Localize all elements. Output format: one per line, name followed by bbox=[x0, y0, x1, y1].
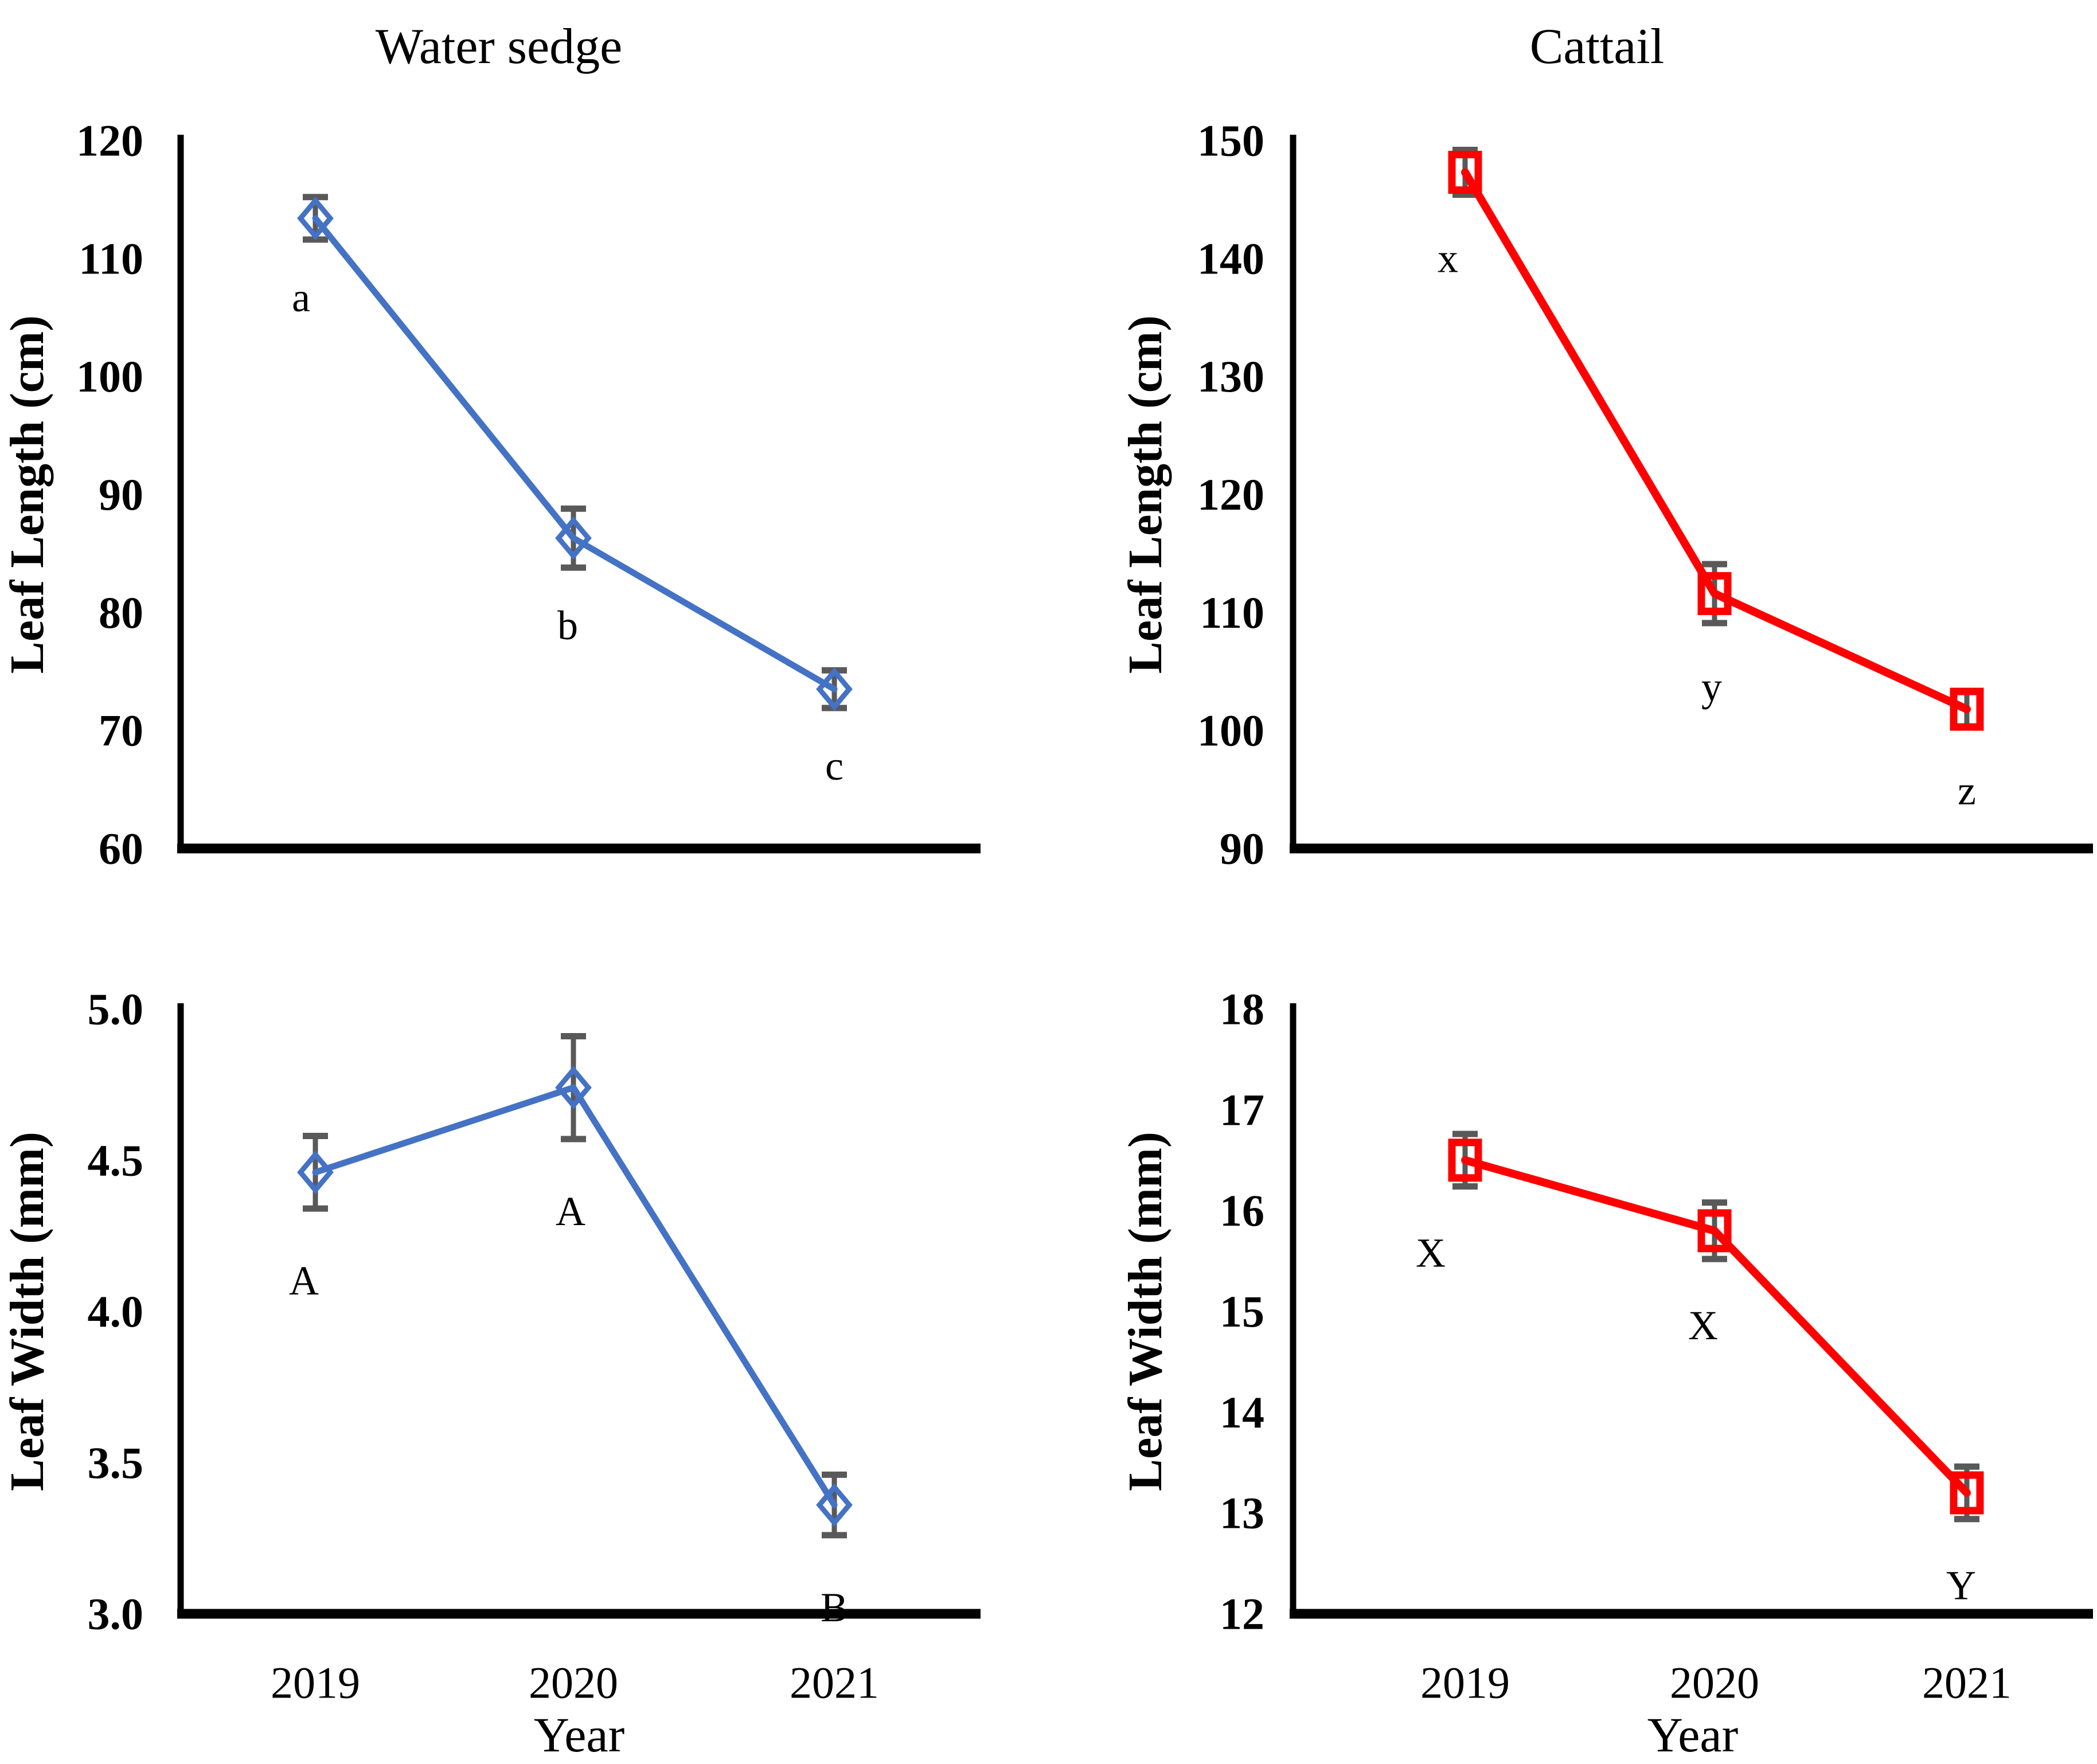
point-significance-label: A bbox=[289, 1258, 319, 1304]
y-tick-label: 150 bbox=[1197, 116, 1264, 166]
cattail-leaf-width-chart: 18 17 16 15 14 13 12 Leaf Width (mm) 2019 2020 202… bbox=[1119, 984, 2093, 1762]
y-tick-label: 16 bbox=[1220, 1186, 1264, 1235]
x-tick-label: 2021 bbox=[790, 1658, 879, 1708]
y-tick-label: 12 bbox=[1220, 1589, 1264, 1639]
diamond-marker bbox=[555, 516, 592, 560]
y-tick-label: 5.0 bbox=[88, 984, 144, 1034]
y-tick-label: 120 bbox=[76, 116, 143, 166]
y-tick-label: 100 bbox=[1197, 706, 1264, 756]
y-axis-label: Leaf Width (mm) bbox=[1119, 1132, 1172, 1491]
x-axis-label: Year bbox=[1647, 1707, 1738, 1762]
series-line bbox=[312, 1084, 838, 1508]
square-marker bbox=[1697, 572, 1732, 615]
y-tick-label: 80 bbox=[99, 588, 143, 637]
point-significance-label: z bbox=[1958, 768, 1976, 813]
point-significance-label: A bbox=[556, 1188, 585, 1234]
water-sedge-leaf-length-chart: 120 110 100 90 80 70 60 Water sedge Leaf Length … bbox=[1, 19, 981, 874]
y-tick-label: 18 bbox=[1220, 984, 1264, 1034]
y-tick-label: 3.5 bbox=[88, 1438, 144, 1488]
series-line bbox=[1461, 168, 1971, 714]
y-tick-label: 140 bbox=[1197, 233, 1264, 283]
y-tick-label: 70 bbox=[99, 706, 143, 756]
square-marker bbox=[1448, 151, 1482, 194]
point-significance-label: x bbox=[1438, 236, 1458, 281]
y-tick-label: 110 bbox=[1200, 588, 1264, 637]
x-tick-label: 2020 bbox=[1670, 1658, 1759, 1708]
y-tick-label: 110 bbox=[79, 233, 143, 283]
point-significance-label: X bbox=[1688, 1303, 1718, 1348]
chart-water-sedge-leaf-length: 120 110 100 90 80 70 60 Water sedge Leaf Length … bbox=[0, 0, 1049, 886]
point-significance-label: a bbox=[292, 275, 310, 320]
square-marker bbox=[1950, 1471, 1984, 1515]
series-line bbox=[312, 215, 838, 693]
y-tick-label: 15 bbox=[1220, 1286, 1264, 1336]
y-tick-label: 13 bbox=[1220, 1488, 1264, 1538]
square-marker bbox=[1448, 1139, 1482, 1182]
diamond-marker bbox=[555, 1066, 592, 1110]
point-significance-label: b bbox=[557, 603, 578, 648]
chart-title: Water sedge bbox=[376, 19, 622, 75]
square-marker bbox=[1697, 1209, 1732, 1253]
chart-water-sedge-leaf-width: 5.0 4.5 4.0 3.5 3.0 Leaf Width (mm) 2019 2020 20… bbox=[0, 886, 1049, 1764]
x-tick-label: 2019 bbox=[1420, 1658, 1510, 1708]
y-tick-label: 3.0 bbox=[88, 1589, 144, 1639]
cattail-leaf-length-chart: 150 140 130 120 110 100 90 Cattail Leaf Length (… bbox=[1119, 19, 2093, 874]
y-tick-label: 4.0 bbox=[88, 1286, 144, 1336]
y-axis-label: Leaf Length (cm) bbox=[1119, 315, 1172, 674]
diamond-marker bbox=[297, 196, 334, 240]
square-marker bbox=[1950, 687, 1984, 731]
series-line bbox=[1461, 1156, 1971, 1497]
y-tick-label: 17 bbox=[1220, 1085, 1264, 1135]
y-tick-label: 4.5 bbox=[88, 1135, 144, 1185]
chart-cattail-leaf-length: 150 140 130 120 110 100 90 Cattail Leaf Length (… bbox=[1049, 0, 2097, 886]
diamond-marker bbox=[816, 1483, 853, 1527]
diamond-marker bbox=[816, 667, 853, 711]
y-axis-label: Leaf Width (mm) bbox=[1, 1132, 54, 1491]
y-tick-label: 60 bbox=[99, 824, 143, 874]
y-tick-label: 14 bbox=[1220, 1387, 1264, 1437]
point-significance-label: c bbox=[825, 743, 844, 789]
x-axis-label: Year bbox=[534, 1707, 624, 1762]
chart-title: Cattail bbox=[1530, 19, 1665, 75]
y-tick-label: 120 bbox=[1197, 470, 1264, 519]
x-tick-label: 2021 bbox=[1922, 1658, 2012, 1708]
x-tick-label: 2019 bbox=[271, 1658, 360, 1708]
point-significance-label: Y bbox=[1946, 1563, 1976, 1609]
water-sedge-leaf-width-chart: 5.0 4.5 4.0 3.5 3.0 Leaf Width (mm) 2019 2020 20… bbox=[1, 984, 981, 1762]
y-tick-label: 90 bbox=[99, 470, 143, 519]
point-significance-label: X bbox=[1416, 1230, 1446, 1276]
y-tick-label: 130 bbox=[1197, 351, 1264, 401]
x-tick-label: 2020 bbox=[529, 1658, 618, 1708]
point-significance-label: B bbox=[821, 1585, 848, 1630]
y-tick-label: 90 bbox=[1220, 824, 1264, 874]
y-tick-label: 100 bbox=[76, 351, 143, 401]
chart-cattail-leaf-width: 18 17 16 15 14 13 12 Leaf Width (mm) 2019 2020 202… bbox=[1049, 886, 2097, 1764]
diamond-marker bbox=[297, 1150, 334, 1194]
point-significance-label: y bbox=[1701, 664, 1722, 710]
y-axis-label: Leaf Length (cm) bbox=[1, 315, 54, 674]
